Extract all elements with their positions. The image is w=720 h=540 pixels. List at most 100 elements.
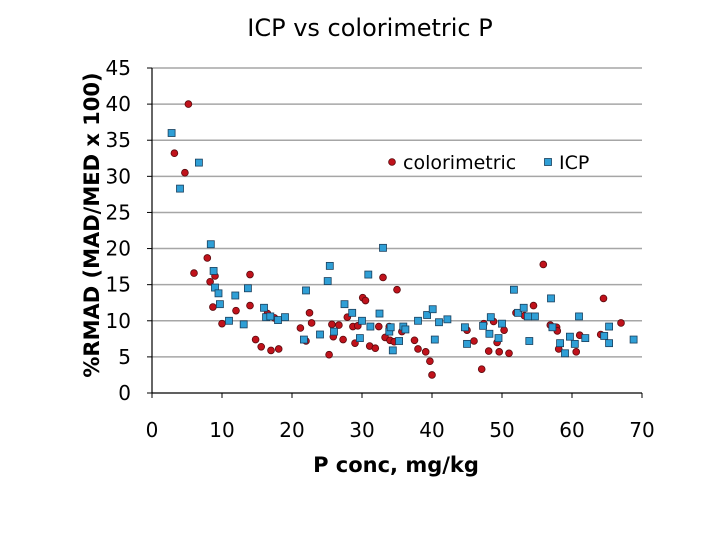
x-tick-label: 20 xyxy=(279,418,304,442)
data-point-ICP xyxy=(206,240,215,249)
data-point-colorimetric xyxy=(477,365,486,373)
data-point-ICP xyxy=(401,325,410,334)
data-point-colorimetric xyxy=(257,342,266,351)
data-point-ICP xyxy=(325,261,334,270)
data-point-ICP xyxy=(514,308,522,317)
data-point-colorimetric xyxy=(393,285,401,294)
data-point-ICP xyxy=(375,309,384,318)
data-point-ICP xyxy=(430,335,439,344)
series-ICP xyxy=(167,129,638,358)
data-point-colorimetric xyxy=(371,344,380,353)
data-point-colorimetric xyxy=(505,349,513,358)
legend: colorimetric ICP xyxy=(388,152,589,174)
data-point-ICP xyxy=(358,316,366,325)
legend-item-colorimetric: colorimetric xyxy=(388,152,516,174)
y-tick-label: 0 xyxy=(118,381,131,405)
data-point-colorimetric xyxy=(246,301,254,310)
data-point-ICP xyxy=(575,312,583,321)
data-point-colorimetric xyxy=(500,326,508,334)
data-point-ICP xyxy=(167,129,176,137)
data-point-colorimetric xyxy=(305,309,314,317)
data-point-ICP xyxy=(485,329,494,338)
data-point-ICP xyxy=(498,319,506,328)
y-tick-labels: 0 5 10 15 20 25 30 35 40 45 xyxy=(106,56,131,405)
data-point-colorimetric xyxy=(470,337,478,345)
data-point-ICP xyxy=(274,316,282,324)
data-point-ICP xyxy=(209,267,218,275)
data-point-colorimetric xyxy=(190,269,198,277)
data-point-ICP xyxy=(629,335,638,344)
data-point-ICP xyxy=(299,335,308,344)
data-point-colorimetric xyxy=(617,319,625,327)
legend-item-ICP: ICP xyxy=(544,152,589,174)
axes xyxy=(147,67,643,398)
data-point-colorimetric xyxy=(572,348,580,356)
data-point-ICP xyxy=(316,330,324,339)
data-point-colorimetric xyxy=(209,303,217,311)
y-axis-label: %RMAD (MAD/MED x 100) xyxy=(80,72,104,377)
data-point-colorimetric xyxy=(335,321,343,329)
data-point-colorimetric xyxy=(251,335,260,344)
gridlines xyxy=(152,67,642,358)
data-point-ICP xyxy=(435,318,443,327)
data-point-ICP xyxy=(605,339,613,348)
data-point-ICP xyxy=(194,158,203,167)
data-point-ICP xyxy=(570,339,579,348)
data-point-colorimetric xyxy=(484,347,493,355)
data-point-colorimetric xyxy=(267,346,275,355)
data-point-ICP xyxy=(519,303,528,312)
y-tick-label: 25 xyxy=(106,200,131,224)
y-tick-label: 20 xyxy=(106,237,131,261)
legend-label-ICP: ICP xyxy=(559,152,589,174)
data-point-colorimetric xyxy=(218,319,226,328)
x-tick-label: 70 xyxy=(629,418,654,442)
data-point-colorimetric xyxy=(307,319,316,327)
x-tick-label: 30 xyxy=(349,418,374,442)
data-point-ICP xyxy=(556,339,564,348)
y-tick-label: 15 xyxy=(106,273,131,297)
data-point-ICP xyxy=(561,349,569,358)
legend-marker-ICP xyxy=(544,158,552,166)
data-point-ICP xyxy=(176,184,184,193)
y-tick-label: 45 xyxy=(106,56,131,80)
data-point-ICP xyxy=(388,346,397,355)
data-point-ICP xyxy=(605,322,613,331)
data-point-ICP xyxy=(443,315,452,324)
data-point-ICP xyxy=(486,313,495,322)
data-point-colorimetric xyxy=(361,296,370,305)
data-point-ICP xyxy=(214,289,223,298)
data-point-colorimetric xyxy=(428,371,436,379)
data-point-ICP xyxy=(340,300,349,309)
data-point-ICP xyxy=(414,316,422,325)
data-point-colorimetric xyxy=(539,260,548,269)
y-tick-label: 30 xyxy=(106,164,131,188)
data-point-colorimetric xyxy=(414,345,422,353)
data-point-ICP xyxy=(494,334,503,343)
data-point-ICP xyxy=(600,332,609,340)
data-point-ICP xyxy=(215,300,224,309)
chart-title: ICP vs colorimetric P xyxy=(247,14,492,42)
data-point-colorimetric xyxy=(599,294,608,303)
data-point-colorimetric xyxy=(170,149,179,158)
data-point-ICP xyxy=(547,294,555,303)
data-point-colorimetric xyxy=(328,320,336,329)
data-point-colorimetric xyxy=(426,357,434,366)
x-tick-label: 10 xyxy=(209,418,234,442)
data-point-ICP xyxy=(463,339,471,348)
data-point-ICP xyxy=(524,312,532,321)
data-point-colorimetric xyxy=(203,254,212,262)
data-point-colorimetric xyxy=(181,168,189,177)
x-tick-label: 40 xyxy=(419,418,444,442)
data-point-colorimetric xyxy=(495,348,504,356)
data-point-colorimetric xyxy=(529,301,538,310)
y-tick-label: 35 xyxy=(106,128,131,152)
data-point-ICP xyxy=(460,323,469,332)
y-tick-label: 40 xyxy=(106,92,131,116)
data-point-ICP xyxy=(330,327,338,336)
data-point-ICP xyxy=(260,303,268,312)
data-point-colorimetric xyxy=(232,306,240,315)
data-point-colorimetric xyxy=(325,350,333,359)
data-point-ICP xyxy=(531,312,539,321)
y-tick-label: 10 xyxy=(106,309,131,333)
